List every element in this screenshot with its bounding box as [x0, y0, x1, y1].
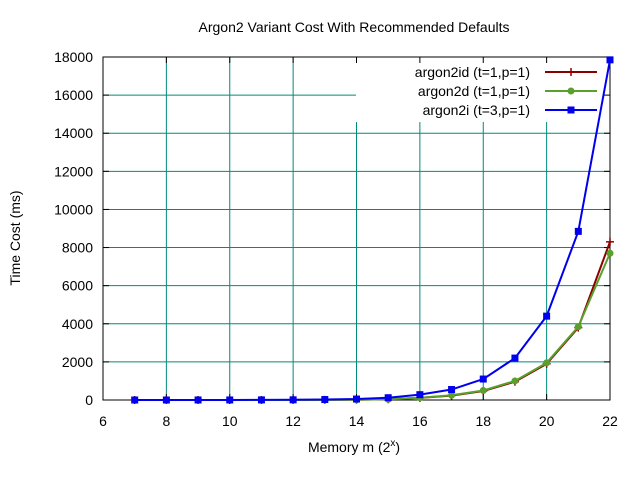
- series-line: [134, 59, 611, 401]
- data-point: [321, 396, 329, 404]
- x-tick-label: 14: [349, 413, 365, 429]
- legend-marker: [567, 106, 575, 114]
- x-axis-title-text: Memory m (2: [308, 439, 391, 455]
- y-tick-label: 8000: [62, 240, 93, 256]
- y-tick-label: 14000: [54, 125, 93, 141]
- data-point: [511, 377, 519, 385]
- legend: argon2id (t=1,p=1) argon2d (t=1,p=1) argon…: [415, 64, 597, 118]
- x-tick-label: 10: [222, 413, 238, 429]
- y-tick-label: 12000: [54, 163, 93, 179]
- data-point: [606, 56, 614, 64]
- data-point: [289, 396, 297, 404]
- x-tick-label: 18: [475, 413, 491, 429]
- data-point: [479, 375, 487, 383]
- series-line: [134, 241, 611, 401]
- data-point: [194, 396, 202, 404]
- data-point: [131, 396, 139, 404]
- chart-title: Argon2 Variant Cost With Recommended Def…: [199, 19, 510, 35]
- data-point: [448, 391, 456, 399]
- data-point: [162, 396, 170, 404]
- axes: 6 8 10 12 14 16 18 20 22 0 2000 4000 6000 8000 10000 12…: [54, 49, 618, 429]
- series-lines: [130, 56, 614, 404]
- y-axis-title: Time Cost (ms): [7, 190, 23, 285]
- y-tick-label: 4000: [62, 316, 93, 332]
- series-1: [131, 249, 614, 404]
- x-tick-label: 16: [412, 413, 428, 429]
- y-tick-label: 18000: [54, 49, 93, 65]
- legend-label: argon2i (t=3,p=1): [423, 102, 530, 118]
- series-2: [131, 56, 614, 404]
- x-axis-title-close: ): [395, 439, 400, 455]
- data-point: [574, 227, 582, 235]
- data-point: [226, 396, 234, 404]
- y-tick-label: 16000: [54, 87, 93, 103]
- data-point: [606, 237, 614, 246]
- x-axis-title-superscript: x: [390, 438, 395, 449]
- data-point: [543, 312, 551, 320]
- series-0: [130, 237, 614, 404]
- x-tick-label: 8: [162, 413, 170, 429]
- y-tick-label: 2000: [62, 354, 93, 370]
- y-tick-label: 6000: [62, 278, 93, 294]
- grid-lines: [103, 57, 610, 400]
- y-tick-label: 0: [85, 392, 93, 408]
- legend-label: argon2id (t=1,p=1): [415, 64, 530, 80]
- data-point: [574, 323, 582, 331]
- legend-marker: [567, 87, 575, 95]
- data-point: [257, 396, 265, 404]
- data-point: [479, 386, 487, 394]
- x-tick-label: 6: [99, 413, 107, 429]
- data-point: [543, 359, 551, 367]
- y-tick-label: 10000: [54, 201, 93, 217]
- data-point: [606, 249, 614, 257]
- x-tick-label: 20: [539, 413, 555, 429]
- data-point: [511, 354, 519, 362]
- x-tick-label: 22: [602, 413, 618, 429]
- data-point: [416, 391, 424, 399]
- legend-label: argon2d (t=1,p=1): [418, 83, 530, 99]
- x-tick-label: 12: [285, 413, 301, 429]
- legend-marker: [567, 68, 575, 76]
- x-axis-title: Memory m (2x): [308, 438, 400, 455]
- data-point: [353, 395, 360, 403]
- data-point: [448, 386, 456, 394]
- data-point: [384, 394, 392, 402]
